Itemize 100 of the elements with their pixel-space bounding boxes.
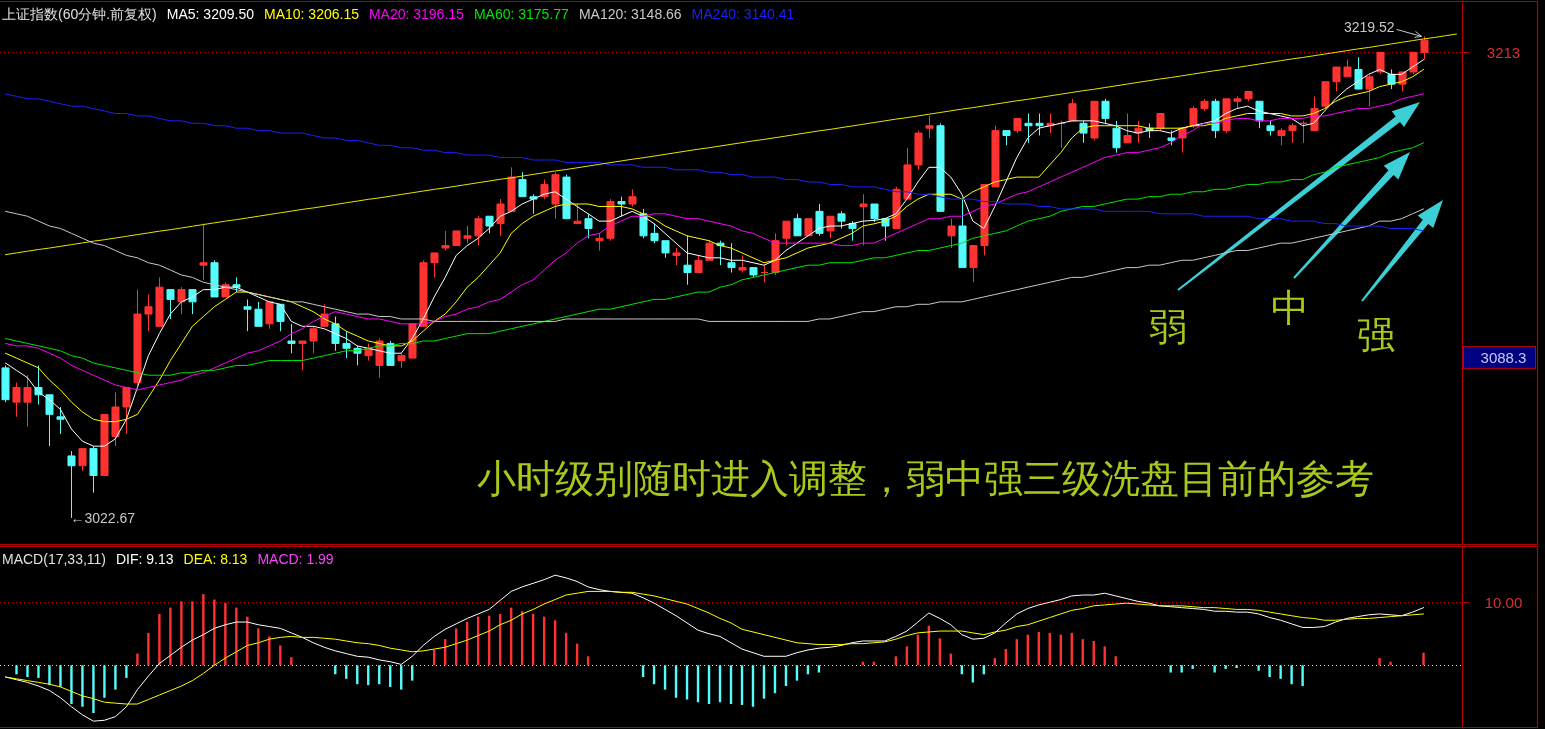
bar (1235, 665, 1238, 668)
bar (279, 645, 282, 666)
bar (70, 665, 73, 705)
candlestick (496, 198, 505, 237)
candlestick (463, 225, 472, 244)
bar (1191, 665, 1194, 669)
candlestick (1090, 100, 1099, 141)
candlestick (507, 166, 516, 212)
bar (1268, 665, 1271, 678)
candlestick (1167, 130, 1176, 146)
chart-title: MACD(17,33,11) (2, 551, 107, 567)
candlestick (551, 171, 560, 220)
candlestick (1354, 56, 1363, 90)
text: 10.00 (1484, 594, 1523, 611)
candlestick (903, 147, 912, 200)
candlestick (1376, 51, 1385, 75)
candlestick (584, 213, 593, 239)
chart-title: 上证指数(60分钟.前复权) (2, 6, 157, 22)
candlestick (78, 448, 87, 472)
text: MA20: 3196.15 (368, 6, 465, 22)
bar (125, 665, 128, 678)
candlestick (760, 264, 769, 283)
candlestick (397, 352, 406, 369)
candlestick (1277, 127, 1286, 146)
bar (81, 665, 84, 707)
bar (268, 636, 271, 666)
candlestick (1, 364, 10, 403)
annotation: 中 (1271, 286, 1309, 330)
annotation: ←3022.67 (70, 509, 136, 526)
candlestick (276, 303, 285, 332)
candlestick (1200, 98, 1209, 112)
candlestick (1332, 66, 1341, 92)
candlestick (727, 242, 736, 273)
bar (1169, 665, 1172, 673)
text: MA240: 3140.41 (691, 6, 795, 22)
bar (48, 665, 51, 686)
bar (257, 628, 260, 666)
candlestick (243, 298, 252, 332)
candlestick (672, 247, 681, 266)
bar (26, 665, 29, 678)
candlestick (914, 130, 923, 171)
bar (15, 665, 18, 675)
candlestick (859, 193, 868, 247)
candlestick (100, 413, 109, 477)
bar (246, 616, 249, 666)
bar (213, 599, 216, 666)
candlestick (287, 323, 296, 354)
candlestick (1123, 113, 1132, 144)
bar (191, 601, 194, 666)
candlestick (45, 394, 54, 447)
text: MA120: 3148.66 (578, 6, 682, 22)
annotation: 3219.52 (1343, 19, 1395, 36)
candlestick (430, 252, 439, 278)
candlestick (1409, 51, 1418, 75)
candlestick (199, 223, 208, 281)
y-tick-label: 3213 (1486, 43, 1521, 61)
candlestick (155, 276, 164, 327)
candlestick (1288, 122, 1297, 144)
candlestick (342, 330, 351, 359)
bar (1301, 665, 1304, 687)
candlestick (166, 289, 175, 320)
candlestick (133, 289, 142, 386)
text: MACD: 1.99 (257, 551, 334, 567)
candlestick (23, 374, 32, 428)
candlestick (793, 213, 802, 237)
line-series (5, 33, 1457, 256)
bar (158, 613, 161, 666)
candlestick (562, 174, 571, 220)
candlestick (782, 220, 791, 247)
candlestick (177, 286, 186, 315)
candlestick (628, 188, 637, 207)
candlestick (870, 203, 879, 223)
bar (1290, 665, 1293, 685)
bar (1213, 665, 1216, 673)
candlestick (947, 218, 956, 249)
bar (180, 601, 183, 666)
bar (92, 665, 95, 714)
bar (1257, 665, 1260, 671)
candlestick (474, 215, 483, 247)
bar (59, 665, 62, 687)
bar (290, 657, 293, 666)
candlestick (837, 210, 846, 229)
candlestick (265, 301, 274, 330)
candlestick (1068, 98, 1077, 122)
candlestick (815, 203, 824, 237)
candlestick (804, 218, 813, 237)
text: DIF: 9.13 (116, 551, 174, 567)
candlestick (617, 196, 626, 217)
bar (37, 665, 40, 678)
bar (1224, 665, 1227, 669)
bar (1389, 661, 1392, 666)
candlestick (485, 215, 494, 234)
bar (169, 607, 172, 666)
annotation: 小时级别随时进入调整，弱中强三级洗盘目前的参考 (476, 455, 1374, 501)
candlestick (1035, 113, 1044, 137)
bar (147, 632, 150, 666)
bar (1279, 665, 1282, 679)
candlestick (1299, 120, 1308, 144)
candlestick (958, 198, 967, 269)
line-series (5, 93, 1425, 232)
